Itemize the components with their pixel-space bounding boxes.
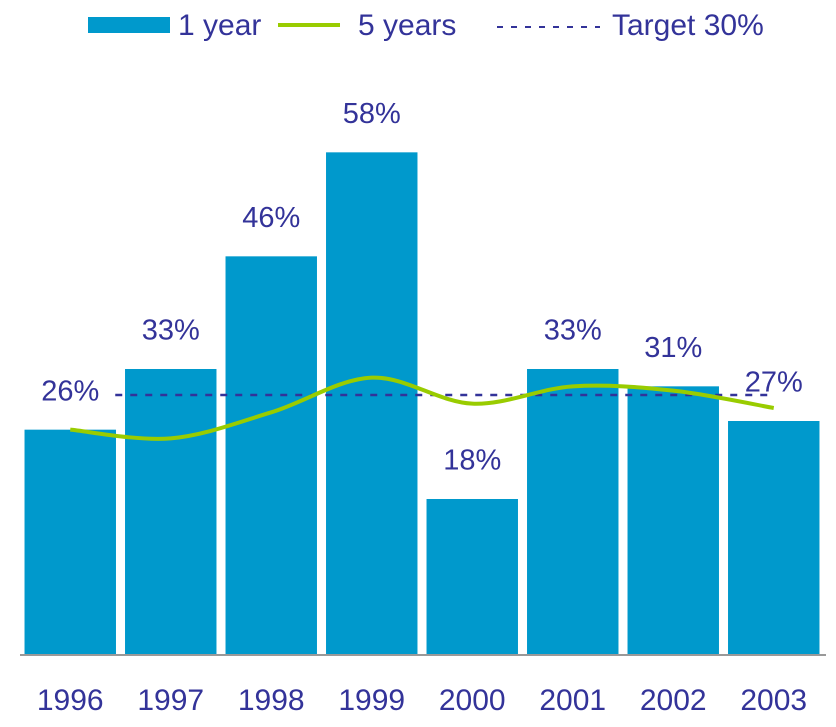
value-label: 26%: [41, 375, 99, 407]
value-label: 33%: [544, 315, 602, 347]
x-tick-label: 2001: [539, 684, 606, 717]
bar: [527, 369, 619, 655]
legend-label: 1 year: [178, 9, 261, 42]
legend-label: Target 30%: [612, 9, 764, 42]
bar: [125, 369, 217, 655]
value-label: 18%: [443, 445, 501, 477]
value-label: 33%: [142, 315, 200, 347]
line-series: [70, 375, 775, 441]
value-label: 58%: [343, 98, 401, 130]
x-tick-label: 2003: [740, 684, 807, 717]
bar: [24, 429, 116, 655]
bar: [225, 256, 317, 655]
x-tick-label: 1999: [338, 684, 405, 717]
x-tick-label: 1997: [137, 684, 204, 717]
bar: [326, 152, 418, 656]
legend-swatch: [88, 17, 170, 33]
value-label: 27%: [745, 367, 803, 399]
value-label: 31%: [644, 332, 702, 364]
x-tick-label: 1996: [37, 684, 104, 717]
bar: [627, 386, 719, 655]
x-tick-label: 1998: [238, 684, 305, 717]
value-label: 46%: [242, 202, 300, 234]
bar: [426, 499, 518, 655]
x-tick-label: 2000: [439, 684, 506, 717]
legend-label: 5 years: [358, 9, 456, 42]
x-tick-label: 2002: [640, 684, 707, 717]
bar: [728, 421, 820, 655]
